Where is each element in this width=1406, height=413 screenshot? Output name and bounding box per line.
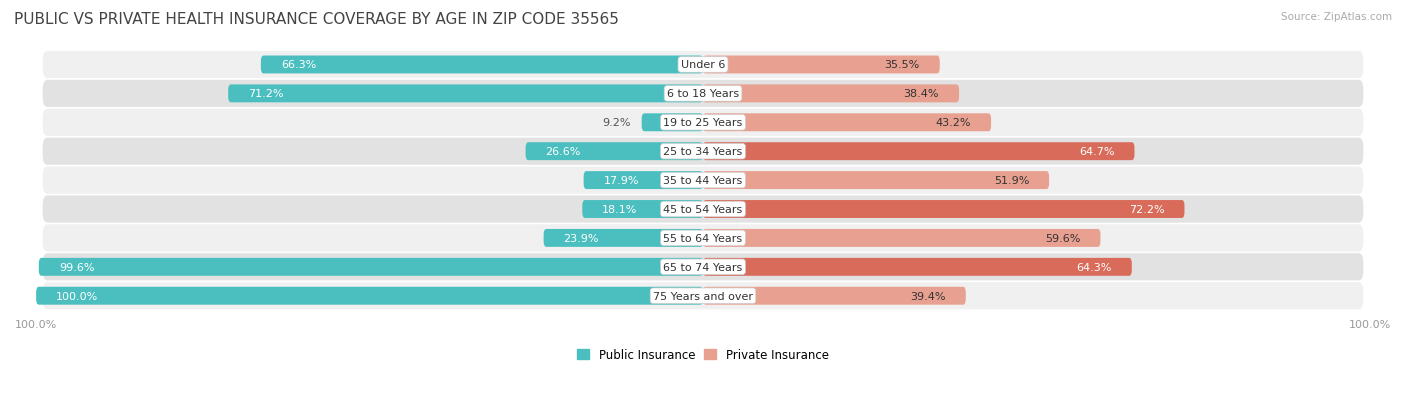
Text: 35.5%: 35.5% — [884, 60, 920, 70]
Text: 18.1%: 18.1% — [602, 204, 638, 214]
FancyBboxPatch shape — [228, 85, 703, 103]
FancyBboxPatch shape — [42, 138, 1364, 165]
Text: 25 to 34 Years: 25 to 34 Years — [664, 147, 742, 157]
FancyBboxPatch shape — [42, 81, 1364, 108]
FancyBboxPatch shape — [544, 229, 703, 247]
Text: 17.9%: 17.9% — [603, 176, 640, 186]
Text: 64.7%: 64.7% — [1078, 147, 1115, 157]
Text: 66.3%: 66.3% — [281, 60, 316, 70]
FancyBboxPatch shape — [39, 258, 703, 276]
FancyBboxPatch shape — [703, 143, 1135, 161]
Text: 51.9%: 51.9% — [994, 176, 1029, 186]
FancyBboxPatch shape — [42, 282, 1364, 310]
Text: 64.3%: 64.3% — [1077, 262, 1112, 272]
Text: Under 6: Under 6 — [681, 60, 725, 70]
FancyBboxPatch shape — [42, 52, 1364, 79]
Text: 100.0%: 100.0% — [56, 291, 98, 301]
Text: 71.2%: 71.2% — [249, 89, 284, 99]
Text: Source: ZipAtlas.com: Source: ZipAtlas.com — [1281, 12, 1392, 22]
FancyBboxPatch shape — [641, 114, 703, 132]
Text: 43.2%: 43.2% — [935, 118, 972, 128]
Text: 23.9%: 23.9% — [564, 233, 599, 243]
FancyBboxPatch shape — [703, 114, 991, 132]
Text: 9.2%: 9.2% — [603, 118, 631, 128]
Text: 99.6%: 99.6% — [59, 262, 94, 272]
FancyBboxPatch shape — [583, 172, 703, 190]
Text: 72.2%: 72.2% — [1129, 204, 1164, 214]
FancyBboxPatch shape — [703, 172, 1049, 190]
Legend: Public Insurance, Private Insurance: Public Insurance, Private Insurance — [572, 343, 834, 366]
Text: 55 to 64 Years: 55 to 64 Years — [664, 233, 742, 243]
Text: 35 to 44 Years: 35 to 44 Years — [664, 176, 742, 186]
FancyBboxPatch shape — [703, 229, 1101, 247]
FancyBboxPatch shape — [703, 258, 1132, 276]
FancyBboxPatch shape — [42, 225, 1364, 252]
Text: 45 to 54 Years: 45 to 54 Years — [664, 204, 742, 214]
FancyBboxPatch shape — [526, 143, 703, 161]
FancyBboxPatch shape — [582, 201, 703, 218]
Text: 6 to 18 Years: 6 to 18 Years — [666, 89, 740, 99]
FancyBboxPatch shape — [42, 109, 1364, 137]
Text: 38.4%: 38.4% — [904, 89, 939, 99]
FancyBboxPatch shape — [262, 56, 703, 74]
Text: PUBLIC VS PRIVATE HEALTH INSURANCE COVERAGE BY AGE IN ZIP CODE 35565: PUBLIC VS PRIVATE HEALTH INSURANCE COVER… — [14, 12, 619, 27]
Text: 39.4%: 39.4% — [910, 291, 946, 301]
FancyBboxPatch shape — [42, 196, 1364, 223]
FancyBboxPatch shape — [37, 287, 703, 305]
Text: 19 to 25 Years: 19 to 25 Years — [664, 118, 742, 128]
FancyBboxPatch shape — [703, 287, 966, 305]
Text: 59.6%: 59.6% — [1045, 233, 1080, 243]
FancyBboxPatch shape — [42, 167, 1364, 194]
FancyBboxPatch shape — [703, 85, 959, 103]
FancyBboxPatch shape — [703, 56, 939, 74]
Text: 75 Years and over: 75 Years and over — [652, 291, 754, 301]
Text: 26.6%: 26.6% — [546, 147, 581, 157]
FancyBboxPatch shape — [703, 201, 1184, 218]
FancyBboxPatch shape — [42, 254, 1364, 281]
Text: 65 to 74 Years: 65 to 74 Years — [664, 262, 742, 272]
